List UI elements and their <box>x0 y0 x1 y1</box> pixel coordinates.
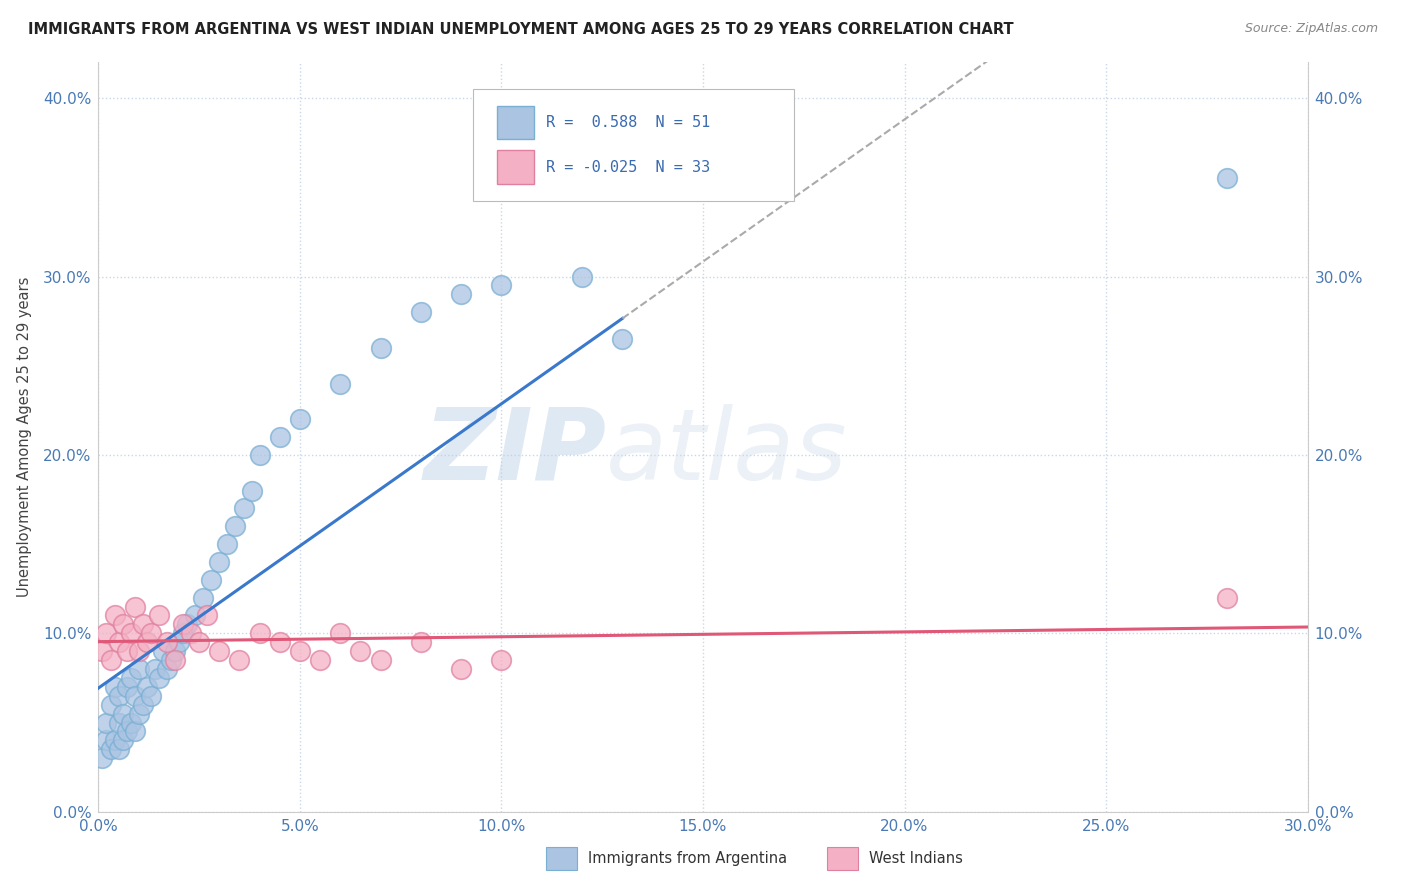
Point <box>240 483 263 498</box>
Point <box>163 644 186 658</box>
Point <box>148 608 170 623</box>
Text: IMMIGRANTS FROM ARGENTINA VS WEST INDIAN UNEMPLOYMENT AMONG AGES 25 TO 29 YEARS : IMMIGRANTS FROM ARGENTINA VS WEST INDIAN… <box>28 22 1014 37</box>
Point <box>128 706 150 721</box>
Point <box>115 724 138 739</box>
Point <box>193 591 215 605</box>
Point <box>269 635 291 649</box>
Point <box>409 635 432 649</box>
Y-axis label: Unemployment Among Ages 25 to 29 years: Unemployment Among Ages 25 to 29 years <box>17 277 32 598</box>
Point <box>188 635 211 649</box>
Point <box>180 626 202 640</box>
Point <box>1216 171 1239 186</box>
Text: R = -0.025  N = 33: R = -0.025 N = 33 <box>546 160 710 175</box>
Point <box>132 698 155 712</box>
Point <box>120 626 142 640</box>
Point <box>91 751 114 765</box>
Text: Source: ZipAtlas.com: Source: ZipAtlas.com <box>1244 22 1378 36</box>
Point <box>139 626 162 640</box>
Point <box>143 662 166 676</box>
Point <box>195 608 218 623</box>
Point <box>107 635 129 649</box>
Point <box>491 653 513 667</box>
Point <box>450 287 472 301</box>
Point <box>329 376 352 391</box>
Point <box>249 626 271 640</box>
Point <box>103 733 125 747</box>
Point <box>217 537 239 551</box>
FancyBboxPatch shape <box>498 151 534 185</box>
Point <box>124 599 146 614</box>
Point <box>103 680 125 694</box>
Point <box>184 608 207 623</box>
Point <box>115 680 138 694</box>
Point <box>450 662 472 676</box>
Point <box>1216 591 1239 605</box>
Point <box>100 653 122 667</box>
Point <box>115 644 138 658</box>
Point <box>208 644 231 658</box>
Point <box>612 332 634 346</box>
Point <box>288 412 311 426</box>
Point <box>124 724 146 739</box>
Point <box>96 715 118 730</box>
Point <box>349 644 371 658</box>
Point <box>224 519 246 533</box>
Point <box>100 698 122 712</box>
Point <box>135 680 157 694</box>
Point <box>176 617 198 632</box>
Point <box>249 448 271 462</box>
Point <box>232 501 254 516</box>
Text: West Indians: West Indians <box>869 851 963 866</box>
Point <box>148 671 170 685</box>
Text: R =  0.588  N = 51: R = 0.588 N = 51 <box>546 115 710 130</box>
Point <box>167 635 190 649</box>
FancyBboxPatch shape <box>474 88 793 201</box>
Text: Immigrants from Argentina: Immigrants from Argentina <box>588 851 787 866</box>
Point <box>208 555 231 569</box>
Point <box>139 689 162 703</box>
Point <box>370 653 392 667</box>
Point <box>91 644 114 658</box>
Point <box>128 644 150 658</box>
Text: atlas: atlas <box>606 403 848 500</box>
Point <box>120 671 142 685</box>
Point <box>491 278 513 293</box>
Point <box>132 617 155 632</box>
Point <box>172 626 194 640</box>
Point <box>370 341 392 355</box>
Point <box>128 662 150 676</box>
Point <box>288 644 311 658</box>
Point <box>103 608 125 623</box>
Point <box>120 715 142 730</box>
Point <box>409 305 432 319</box>
Point <box>200 573 222 587</box>
Point <box>96 626 118 640</box>
Point <box>124 689 146 703</box>
Point <box>269 430 291 444</box>
Point <box>156 662 179 676</box>
Point <box>107 689 129 703</box>
Point <box>100 742 122 756</box>
Point <box>96 733 118 747</box>
FancyBboxPatch shape <box>498 105 534 139</box>
Point <box>152 644 174 658</box>
Point <box>571 269 593 284</box>
Point <box>135 635 157 649</box>
Point <box>107 742 129 756</box>
Point <box>163 653 186 667</box>
Point <box>172 617 194 632</box>
Point <box>111 706 134 721</box>
Point <box>329 626 352 640</box>
Point <box>111 617 134 632</box>
Point <box>309 653 332 667</box>
Point <box>111 733 134 747</box>
Point <box>228 653 250 667</box>
Point <box>160 653 183 667</box>
Point <box>107 715 129 730</box>
Text: ZIP: ZIP <box>423 403 606 500</box>
Point <box>156 635 179 649</box>
